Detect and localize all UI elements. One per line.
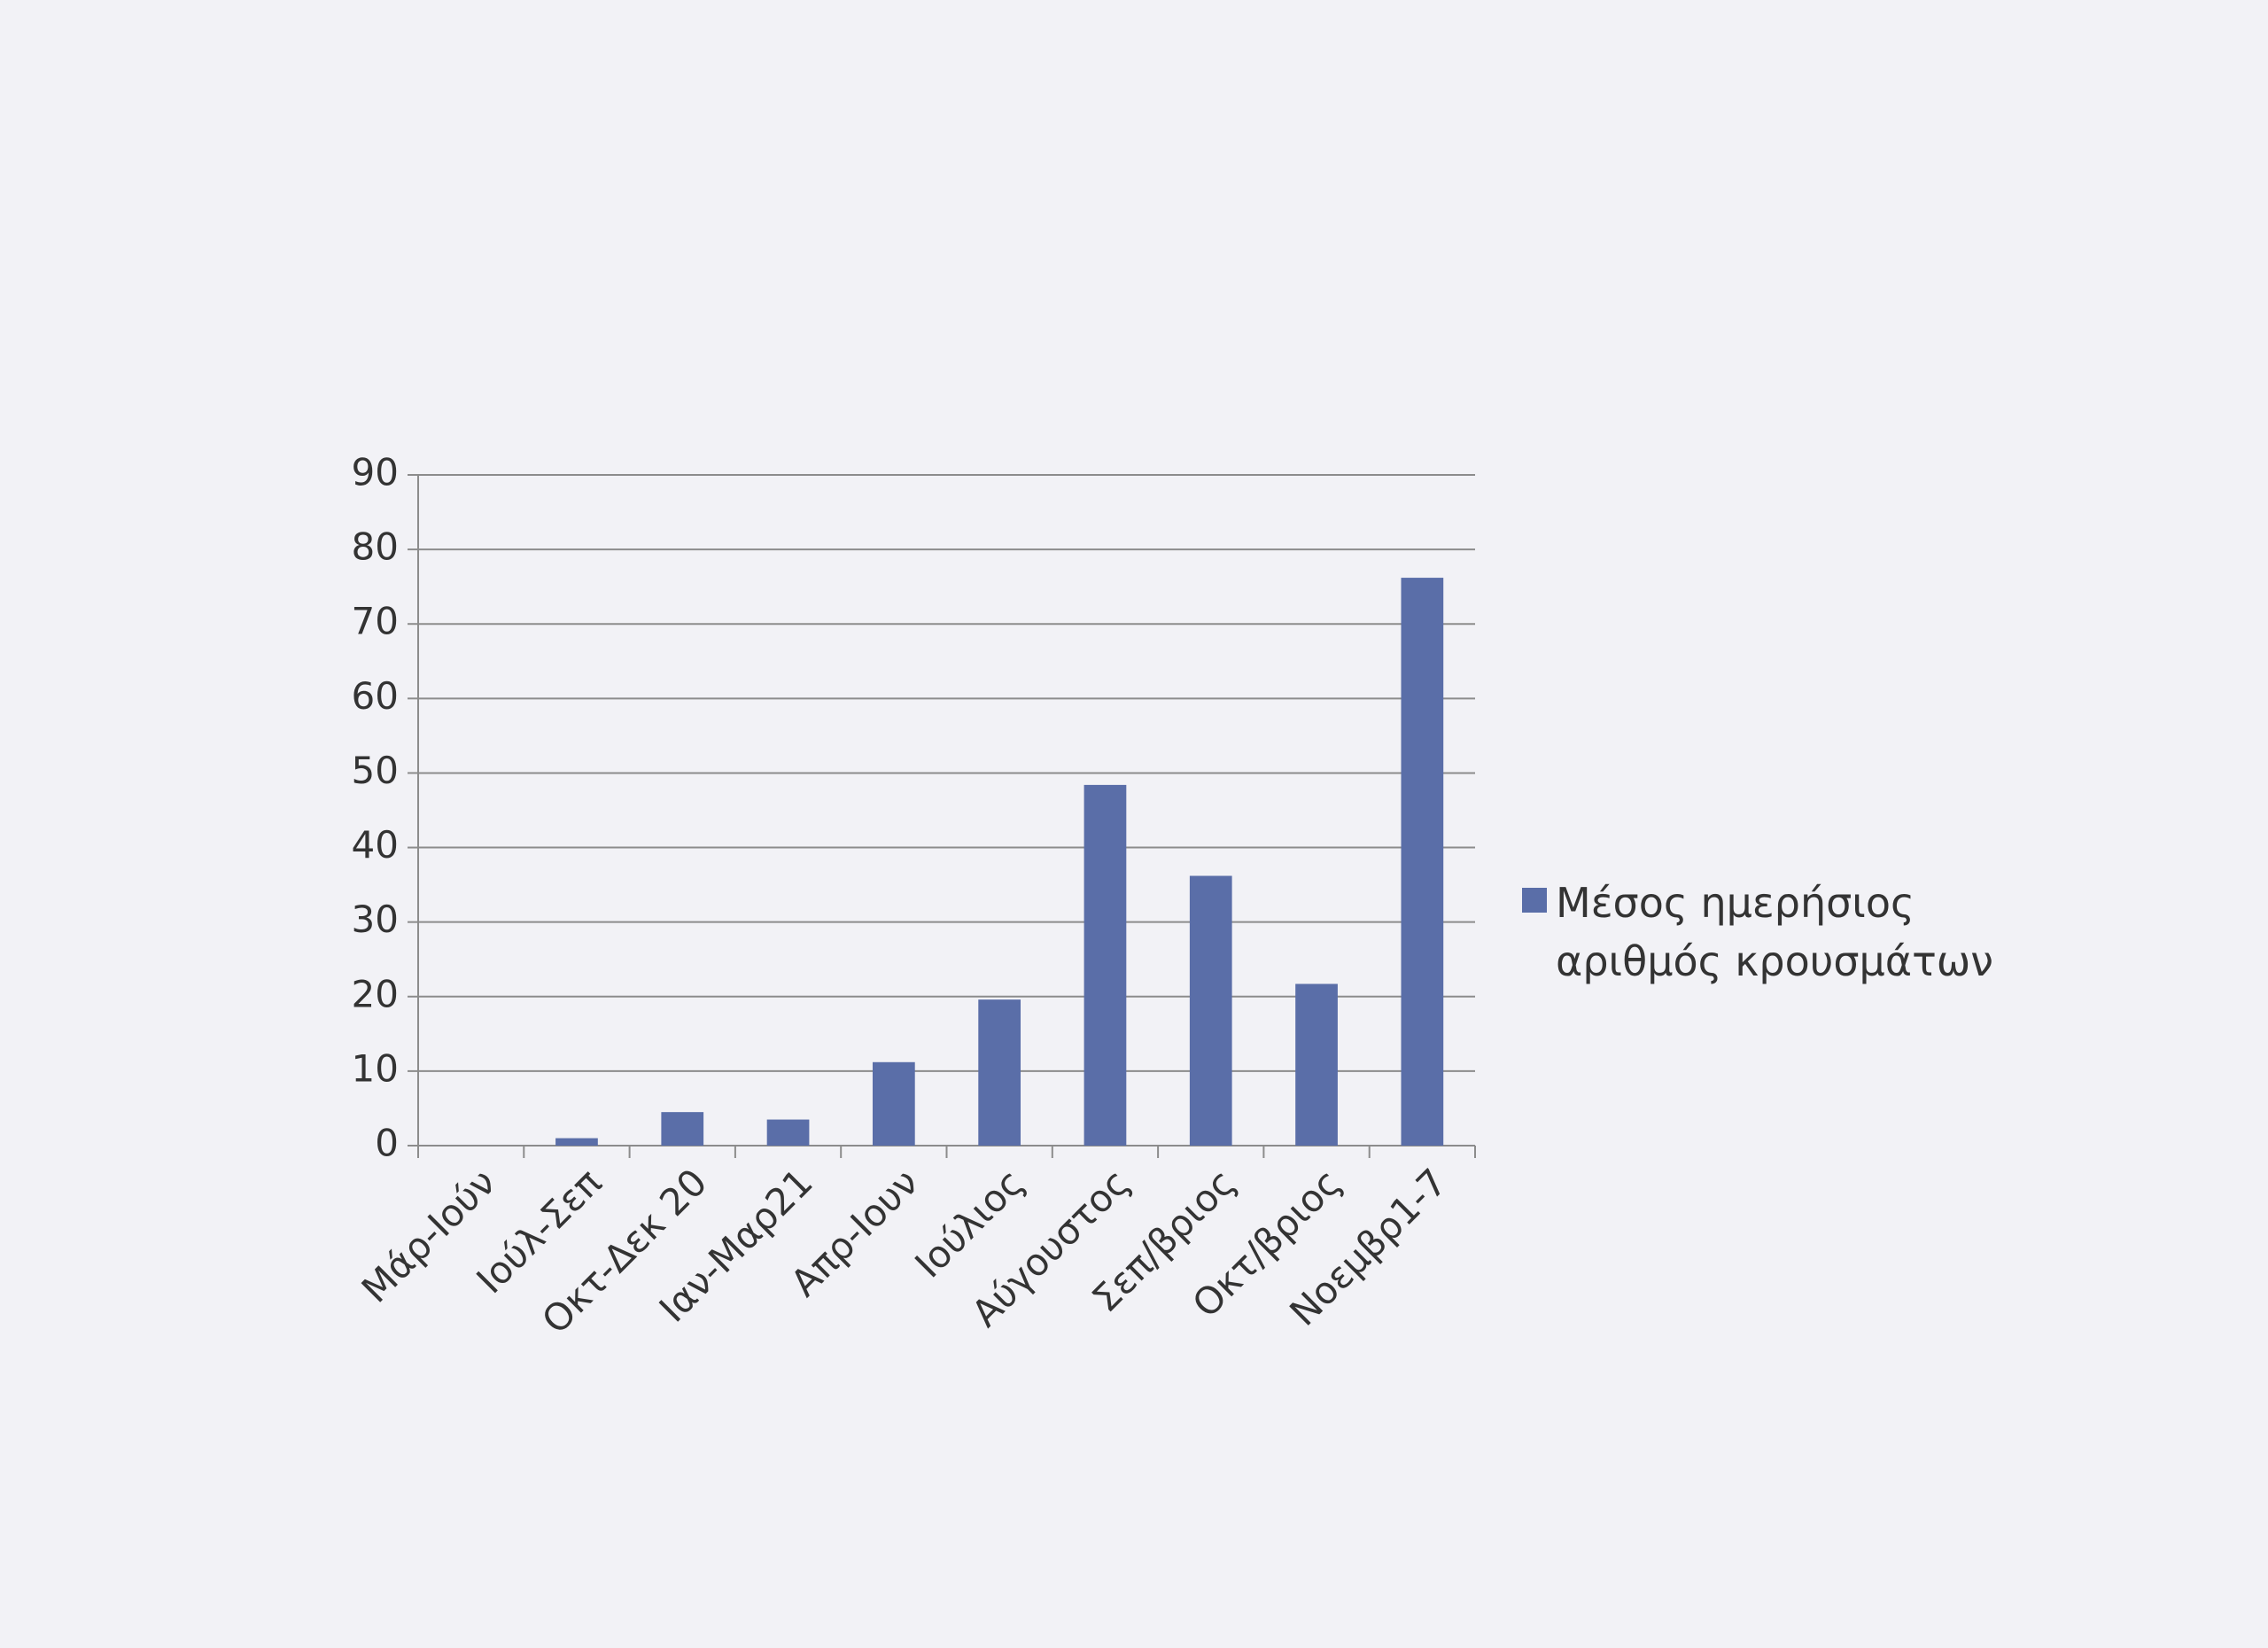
bar	[1401, 578, 1444, 1146]
bar	[555, 1138, 598, 1146]
x-tick-label: Μάρ-Ιούν	[353, 1161, 504, 1311]
bar	[1295, 983, 1338, 1146]
bar	[1189, 875, 1232, 1146]
bar	[766, 1119, 810, 1146]
y-tick-label: 70	[352, 600, 399, 643]
bar	[872, 1061, 915, 1146]
y-tick-label: 30	[352, 898, 399, 941]
y-tick-label: 20	[352, 972, 399, 1015]
bar	[661, 1112, 704, 1146]
y-tick-label: 10	[352, 1046, 399, 1090]
legend-label: Μέσος ημερήσιος αριθμός κρουσμάτων	[1556, 879, 1993, 985]
y-tick-label: 90	[352, 451, 399, 494]
y-tick-label: 40	[352, 823, 399, 867]
y-tick-label: 0	[375, 1122, 399, 1165]
y-tick-label: 50	[352, 749, 399, 792]
y-tick-label: 80	[352, 525, 399, 569]
bar	[978, 999, 1021, 1146]
legend-swatch	[1522, 888, 1547, 913]
y-tick-label: 60	[352, 674, 399, 718]
bar	[1084, 784, 1127, 1146]
legend: Μέσος ημερήσιος αριθμός κρουσμάτων	[1522, 874, 2018, 991]
